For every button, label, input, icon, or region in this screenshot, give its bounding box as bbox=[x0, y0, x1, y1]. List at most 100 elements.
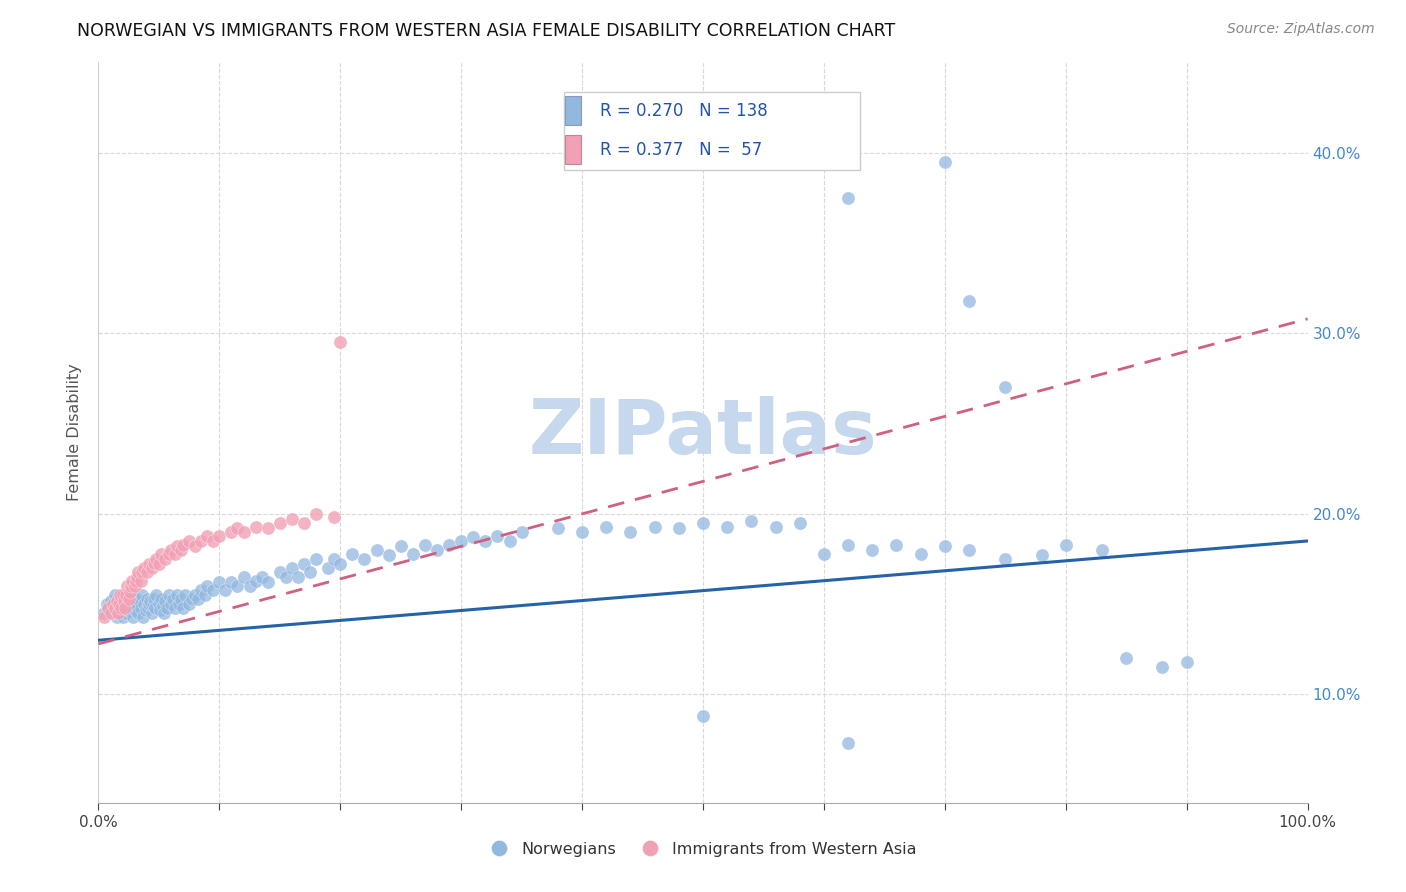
FancyBboxPatch shape bbox=[564, 92, 860, 169]
Point bbox=[269, 565, 291, 579]
Point bbox=[141, 561, 163, 575]
Point bbox=[160, 543, 183, 558]
Point bbox=[163, 600, 186, 615]
Point bbox=[190, 533, 212, 548]
Point bbox=[595, 519, 617, 533]
Point bbox=[342, 547, 364, 561]
Point bbox=[163, 547, 186, 561]
Point bbox=[190, 582, 212, 597]
Point bbox=[377, 549, 399, 563]
Point bbox=[668, 521, 690, 535]
Point bbox=[143, 556, 166, 570]
Point bbox=[108, 606, 131, 620]
Point bbox=[124, 597, 146, 611]
Point bbox=[97, 600, 120, 615]
Point bbox=[93, 609, 115, 624]
Point bbox=[118, 595, 141, 609]
Point bbox=[934, 540, 956, 554]
Point bbox=[837, 736, 859, 750]
Point bbox=[150, 591, 173, 606]
Point bbox=[208, 575, 231, 590]
Point bbox=[1115, 651, 1137, 665]
Point bbox=[112, 593, 135, 607]
Point bbox=[366, 543, 388, 558]
Point bbox=[103, 600, 125, 615]
Point bbox=[107, 606, 129, 620]
Point bbox=[169, 543, 191, 558]
Point bbox=[101, 597, 124, 611]
Point bbox=[117, 579, 139, 593]
Point bbox=[108, 597, 131, 611]
Point bbox=[353, 552, 375, 566]
Point bbox=[152, 606, 174, 620]
Text: R = 0.377   N =  57: R = 0.377 N = 57 bbox=[600, 141, 762, 159]
Point bbox=[149, 602, 172, 616]
Point bbox=[148, 597, 170, 611]
Point bbox=[125, 591, 148, 606]
Point bbox=[239, 579, 262, 593]
Point bbox=[121, 588, 143, 602]
Point bbox=[111, 609, 134, 624]
Point bbox=[789, 516, 811, 530]
Point bbox=[957, 293, 980, 308]
Point bbox=[127, 565, 149, 579]
Point bbox=[127, 599, 149, 613]
Point bbox=[179, 533, 201, 548]
Text: ZIPatlas: ZIPatlas bbox=[529, 396, 877, 469]
Point bbox=[174, 588, 197, 602]
Point bbox=[118, 584, 141, 599]
Point bbox=[169, 597, 191, 611]
Point bbox=[1091, 543, 1114, 558]
Point bbox=[153, 593, 176, 607]
Point bbox=[148, 558, 170, 572]
Point bbox=[292, 516, 315, 530]
Point bbox=[124, 579, 146, 593]
Point bbox=[437, 538, 460, 552]
Point bbox=[135, 602, 157, 616]
Point bbox=[115, 588, 138, 602]
Point bbox=[135, 591, 157, 606]
Point bbox=[131, 565, 153, 579]
Point bbox=[104, 600, 127, 615]
Point bbox=[221, 524, 243, 539]
Point bbox=[115, 599, 138, 613]
Point bbox=[195, 579, 218, 593]
Point bbox=[156, 600, 179, 615]
Point bbox=[105, 593, 128, 607]
Point bbox=[619, 524, 641, 539]
Point bbox=[166, 540, 188, 554]
Point bbox=[208, 528, 231, 542]
Point bbox=[108, 588, 131, 602]
Point bbox=[124, 602, 146, 616]
Point bbox=[125, 574, 148, 588]
Point bbox=[644, 519, 666, 533]
Point bbox=[150, 547, 173, 561]
Point bbox=[765, 519, 787, 533]
Point bbox=[104, 588, 127, 602]
Point bbox=[105, 609, 128, 624]
Point bbox=[860, 543, 883, 558]
Point bbox=[232, 524, 254, 539]
Point bbox=[886, 538, 908, 552]
Point bbox=[145, 552, 167, 566]
Point bbox=[100, 593, 122, 607]
Point bbox=[281, 512, 304, 526]
Point bbox=[194, 588, 217, 602]
Point bbox=[329, 335, 352, 350]
Point bbox=[463, 530, 485, 544]
Point bbox=[138, 558, 160, 572]
Point bbox=[837, 538, 859, 552]
Point bbox=[100, 606, 122, 620]
Point bbox=[107, 604, 129, 618]
Point bbox=[134, 597, 156, 611]
Point bbox=[1152, 660, 1174, 674]
Point bbox=[910, 547, 932, 561]
Point bbox=[118, 604, 141, 618]
Point bbox=[172, 600, 194, 615]
Point bbox=[93, 606, 115, 620]
Text: NORWEGIAN VS IMMIGRANTS FROM WESTERN ASIA FEMALE DISABILITY CORRELATION CHART: NORWEGIAN VS IMMIGRANTS FROM WESTERN ASI… bbox=[77, 22, 896, 40]
Point bbox=[101, 597, 124, 611]
Point bbox=[143, 600, 166, 615]
Point bbox=[813, 547, 835, 561]
Point bbox=[292, 558, 315, 572]
